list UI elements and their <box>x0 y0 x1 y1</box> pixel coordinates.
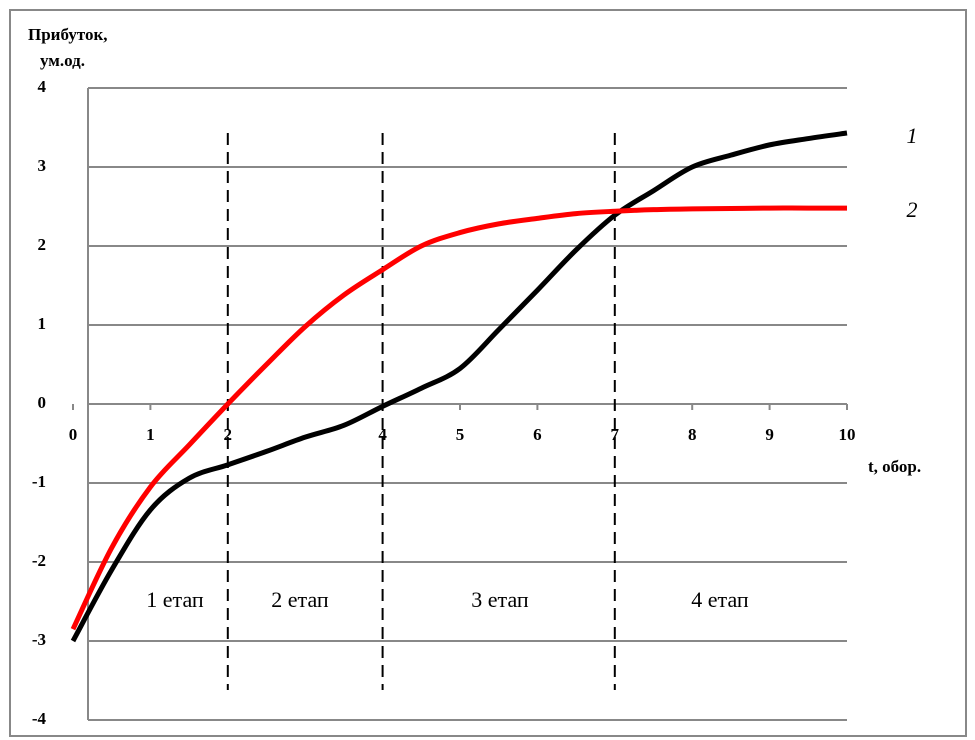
series-line <box>70 205 847 631</box>
series-line <box>70 130 848 643</box>
x-tick-label: 10 <box>839 425 856 444</box>
series-label: 1 <box>907 123 918 148</box>
x-tick-label: 9 <box>765 425 774 444</box>
y-tick-label: 0 <box>38 393 47 412</box>
y-label: Прибуток, <box>28 25 108 44</box>
stage-label: 1 етап <box>146 587 204 612</box>
y-label: ум.од. <box>40 51 85 70</box>
x-tick-label: 4 <box>378 425 387 444</box>
x-tick-label: 5 <box>456 425 465 444</box>
x-tick-label: 0 <box>69 425 78 444</box>
x-tick-label: 1 <box>146 425 155 444</box>
y-tick-label: 2 <box>38 235 47 254</box>
x-tick-label: 2 <box>224 425 233 444</box>
x-tick-label: 7 <box>611 425 620 444</box>
y-tick-label: -3 <box>32 630 46 649</box>
y-tick-label: -1 <box>32 472 46 491</box>
series-label: 2 <box>907 197 918 222</box>
stage-label: 3 етап <box>471 587 529 612</box>
y-tick-label: -4 <box>32 709 47 728</box>
y-tick-label: 3 <box>38 156 47 175</box>
frame <box>9 9 967 737</box>
stage-label: 4 етап <box>691 587 749 612</box>
stage-label: 2 етап <box>271 587 329 612</box>
x-tick-label: 8 <box>688 425 697 444</box>
y-tick-label: 1 <box>38 314 47 333</box>
x-tick-label: 6 <box>533 425 542 444</box>
y-tick-label: -2 <box>32 551 46 570</box>
y-tick-label: 4 <box>38 77 47 96</box>
x-label: t, обор. <box>868 457 921 476</box>
